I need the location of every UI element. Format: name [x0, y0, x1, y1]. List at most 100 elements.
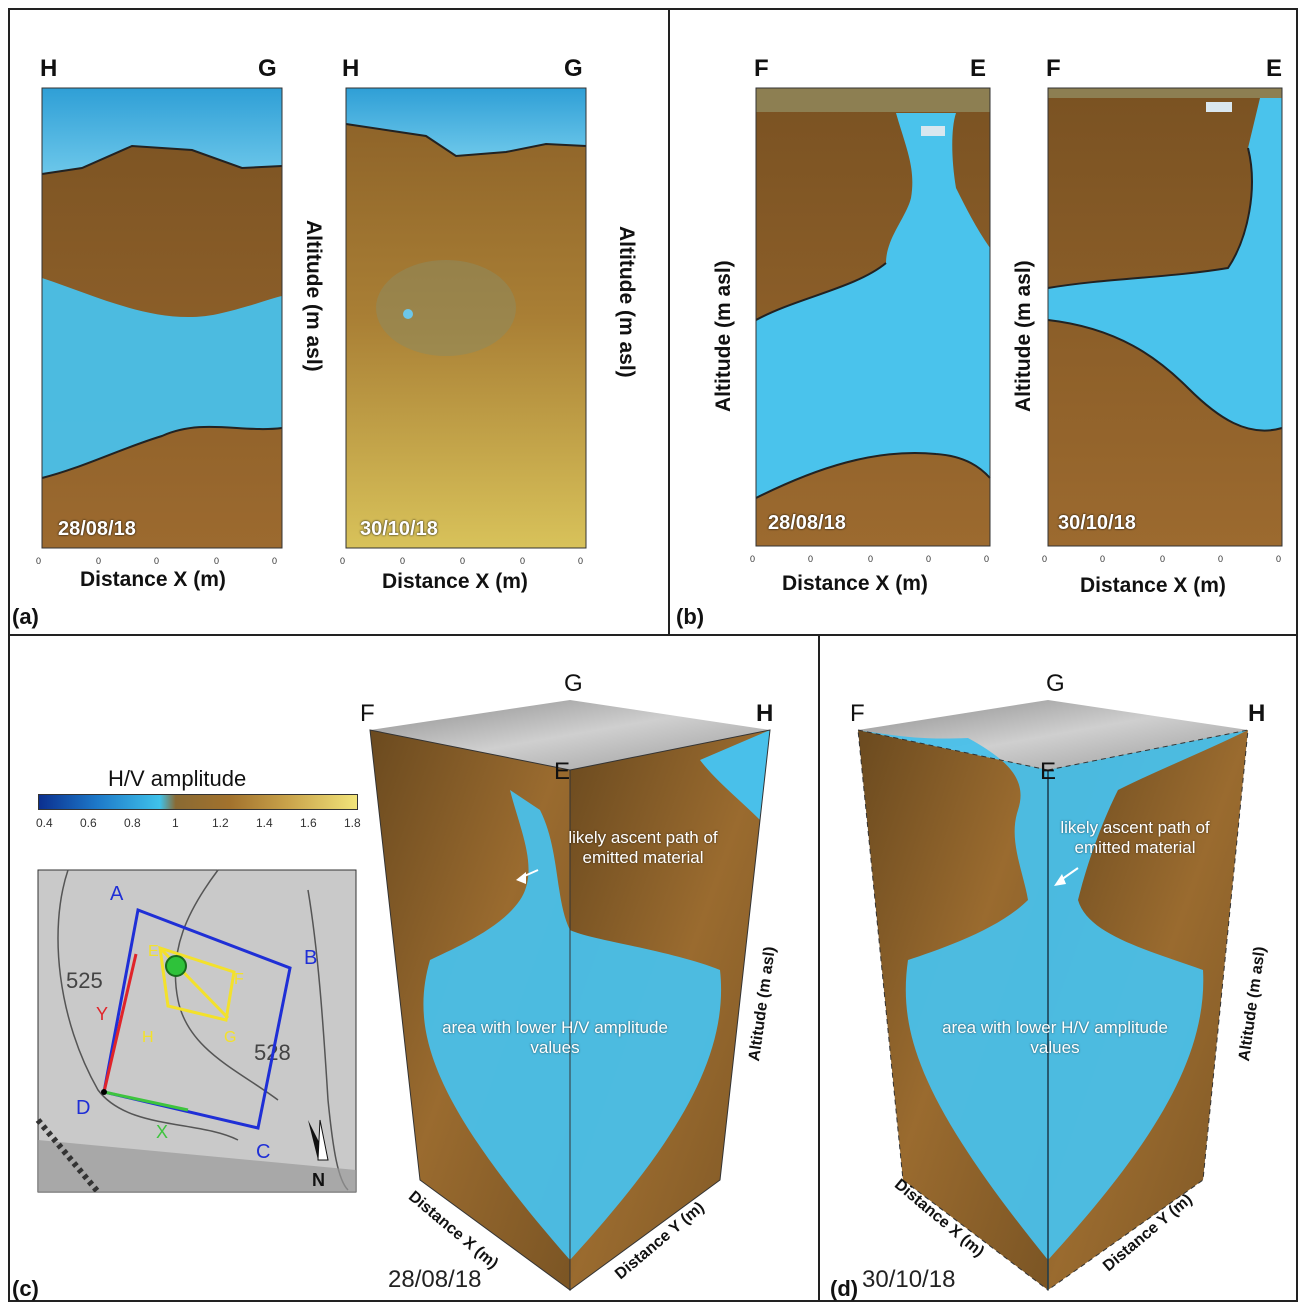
section-b1-start-label: F [754, 55, 769, 82]
section-a2-date: 30/10/18 [360, 518, 438, 540]
map-north-label: N [312, 1170, 325, 1190]
section-b1-xtick-2: 0 [808, 554, 814, 564]
map-x-label: X [156, 1122, 168, 1142]
colorbar-tick-7: 1.6 [300, 816, 317, 830]
map-x-axis-line [103, 1090, 189, 1112]
map-corner-a: A [110, 883, 124, 905]
section-b1-xtick-5: 0 [984, 554, 990, 564]
block-d-corner-g: G [1046, 670, 1065, 697]
block-c-date: 28/08/18 [388, 1266, 482, 1293]
map-y-label: Y [96, 1004, 108, 1024]
section-a2-xlabel: Distance X (m) [382, 570, 528, 593]
block-c-area-note: area with lower H/V amplitude values [442, 1018, 668, 1057]
section-b1-xlabel: Distance X (m) [782, 572, 928, 595]
map-box-f: F [234, 971, 244, 988]
section-a2-xtick-4: 0 [520, 556, 526, 566]
section-b1-end-label: E [970, 55, 987, 82]
section-a1-xtick-5: 0 [272, 556, 278, 566]
map-corner-d: D [76, 1097, 90, 1119]
section-a1-end-label: G [258, 55, 277, 82]
section-b2-end-label: E [1266, 55, 1283, 82]
map-survey-frame [102, 907, 292, 1130]
colorbar-title: H/V amplitude [108, 766, 247, 791]
block-c-corner-g: G [564, 670, 583, 697]
section-b2-xtick-1: 0 [1042, 554, 1048, 564]
section-b2-xtick-4: 0 [1218, 554, 1224, 564]
section-a1-top-blue [42, 88, 282, 174]
section-b2-xlabel: Distance X (m) [1080, 574, 1226, 597]
block-d-corner-h: H [1248, 700, 1266, 727]
section-b2-xtick-5: 0 [1276, 554, 1282, 564]
block-d-path-note: likely ascent path of emitted material [1060, 818, 1210, 857]
panel-a-tag: (a) [12, 604, 39, 629]
section-a1-xtick-2: 0 [96, 556, 102, 566]
section-b1-xtick-4: 0 [926, 554, 932, 564]
block-c-low-amplitude-body [423, 790, 722, 1260]
block-d [857, 700, 1249, 1292]
colorbar-tick-2: 0.6 [80, 816, 97, 830]
section-b2-plot [1047, 87, 1283, 547]
section-b1-date: 28/08/18 [768, 512, 846, 534]
colorbar-tick-5: 1.2 [212, 816, 229, 830]
panel-d-frame [818, 634, 1298, 1302]
block-d-area-note: area with lower H/V amplitude values [942, 1018, 1168, 1057]
colorbar [38, 794, 358, 810]
colorbar-tick-3: 0.8 [124, 816, 141, 830]
map-profile-box [158, 945, 236, 1022]
map-y-axis-line [102, 953, 138, 1093]
section-a2-xtick-1: 0 [340, 556, 346, 566]
block-c-path-note: likely ascent path of emitted material [568, 828, 718, 867]
section-a2-top-blue [346, 88, 586, 156]
section-b1-xtick-3: 0 [868, 554, 874, 564]
section-b2-blue-body [1048, 98, 1282, 431]
colorbar-tick-8: 1.8 [344, 816, 361, 830]
section-a1-date: 28/08/18 [58, 518, 136, 540]
section-a1-plot [41, 87, 283, 549]
map-corner-b: B [304, 947, 317, 969]
section-b2-ylabel: Altitude (m asl) [1012, 260, 1035, 412]
section-a1-xtick-3: 0 [154, 556, 160, 566]
colorbar-tick-4: 1 [172, 816, 179, 830]
section-a2-xtick-5: 0 [578, 556, 584, 566]
section-a1-ylabel: Altitude (m asl) [302, 220, 325, 372]
map-corner-c: C [256, 1141, 270, 1163]
section-b2-xtick-3: 0 [1160, 554, 1166, 564]
block-d-top-surface [858, 700, 1248, 770]
panel-c-tag: (c) [12, 1276, 39, 1301]
section-a2-start-label: H [342, 55, 360, 82]
section-a1-xlabel: Distance X (m) [80, 568, 226, 591]
map-contour-525: 525 [66, 968, 103, 993]
map-vent-marker [165, 955, 187, 977]
colorbar-tick-1: 0.4 [36, 816, 53, 830]
section-b1-ylabel: Altitude (m asl) [712, 260, 735, 412]
block-d-date: 30/10/18 [862, 1266, 956, 1293]
section-b1-plot [755, 87, 991, 547]
map-box-h: H [142, 1029, 154, 1046]
section-a2-xtick-2: 0 [400, 556, 406, 566]
section-a1-start-label: H [40, 55, 58, 82]
section-b1-blue-body [756, 113, 990, 498]
site-map: 525 528 A B C D Y X E F G H N [35, 869, 357, 1194]
section-a1-xtick-4: 0 [214, 556, 220, 566]
colorbar-tick-6: 1.4 [256, 816, 273, 830]
block-c-corner-f: F [360, 700, 375, 727]
block-c-corner-e: E [554, 758, 571, 785]
section-a2-ylabel: Altitude (m asl) [615, 226, 638, 378]
map-box-g: G [224, 1029, 236, 1046]
map-box-e: E [148, 943, 159, 960]
block-c-corner-h: H [756, 700, 774, 727]
section-a1-mid-blue [42, 278, 282, 478]
panel-b-tag: (b) [676, 604, 705, 629]
section-a1-xtick-1: 0 [36, 556, 42, 566]
section-a2-end-label: G [564, 55, 583, 82]
section-a2-plot [345, 87, 587, 549]
panel-d-tag: (d) [830, 1276, 859, 1301]
block-d-corner-f: F [850, 700, 865, 727]
block-d-corner-e: E [1040, 758, 1057, 785]
block-c-top-surface [370, 700, 770, 770]
section-b2-start-label: F [1046, 55, 1061, 82]
block-d-low-amplitude-body [858, 730, 1248, 1260]
section-b2-date: 30/10/18 [1058, 512, 1136, 534]
section-b1-xtick-1: 0 [750, 554, 756, 564]
block-c [369, 700, 771, 1291]
